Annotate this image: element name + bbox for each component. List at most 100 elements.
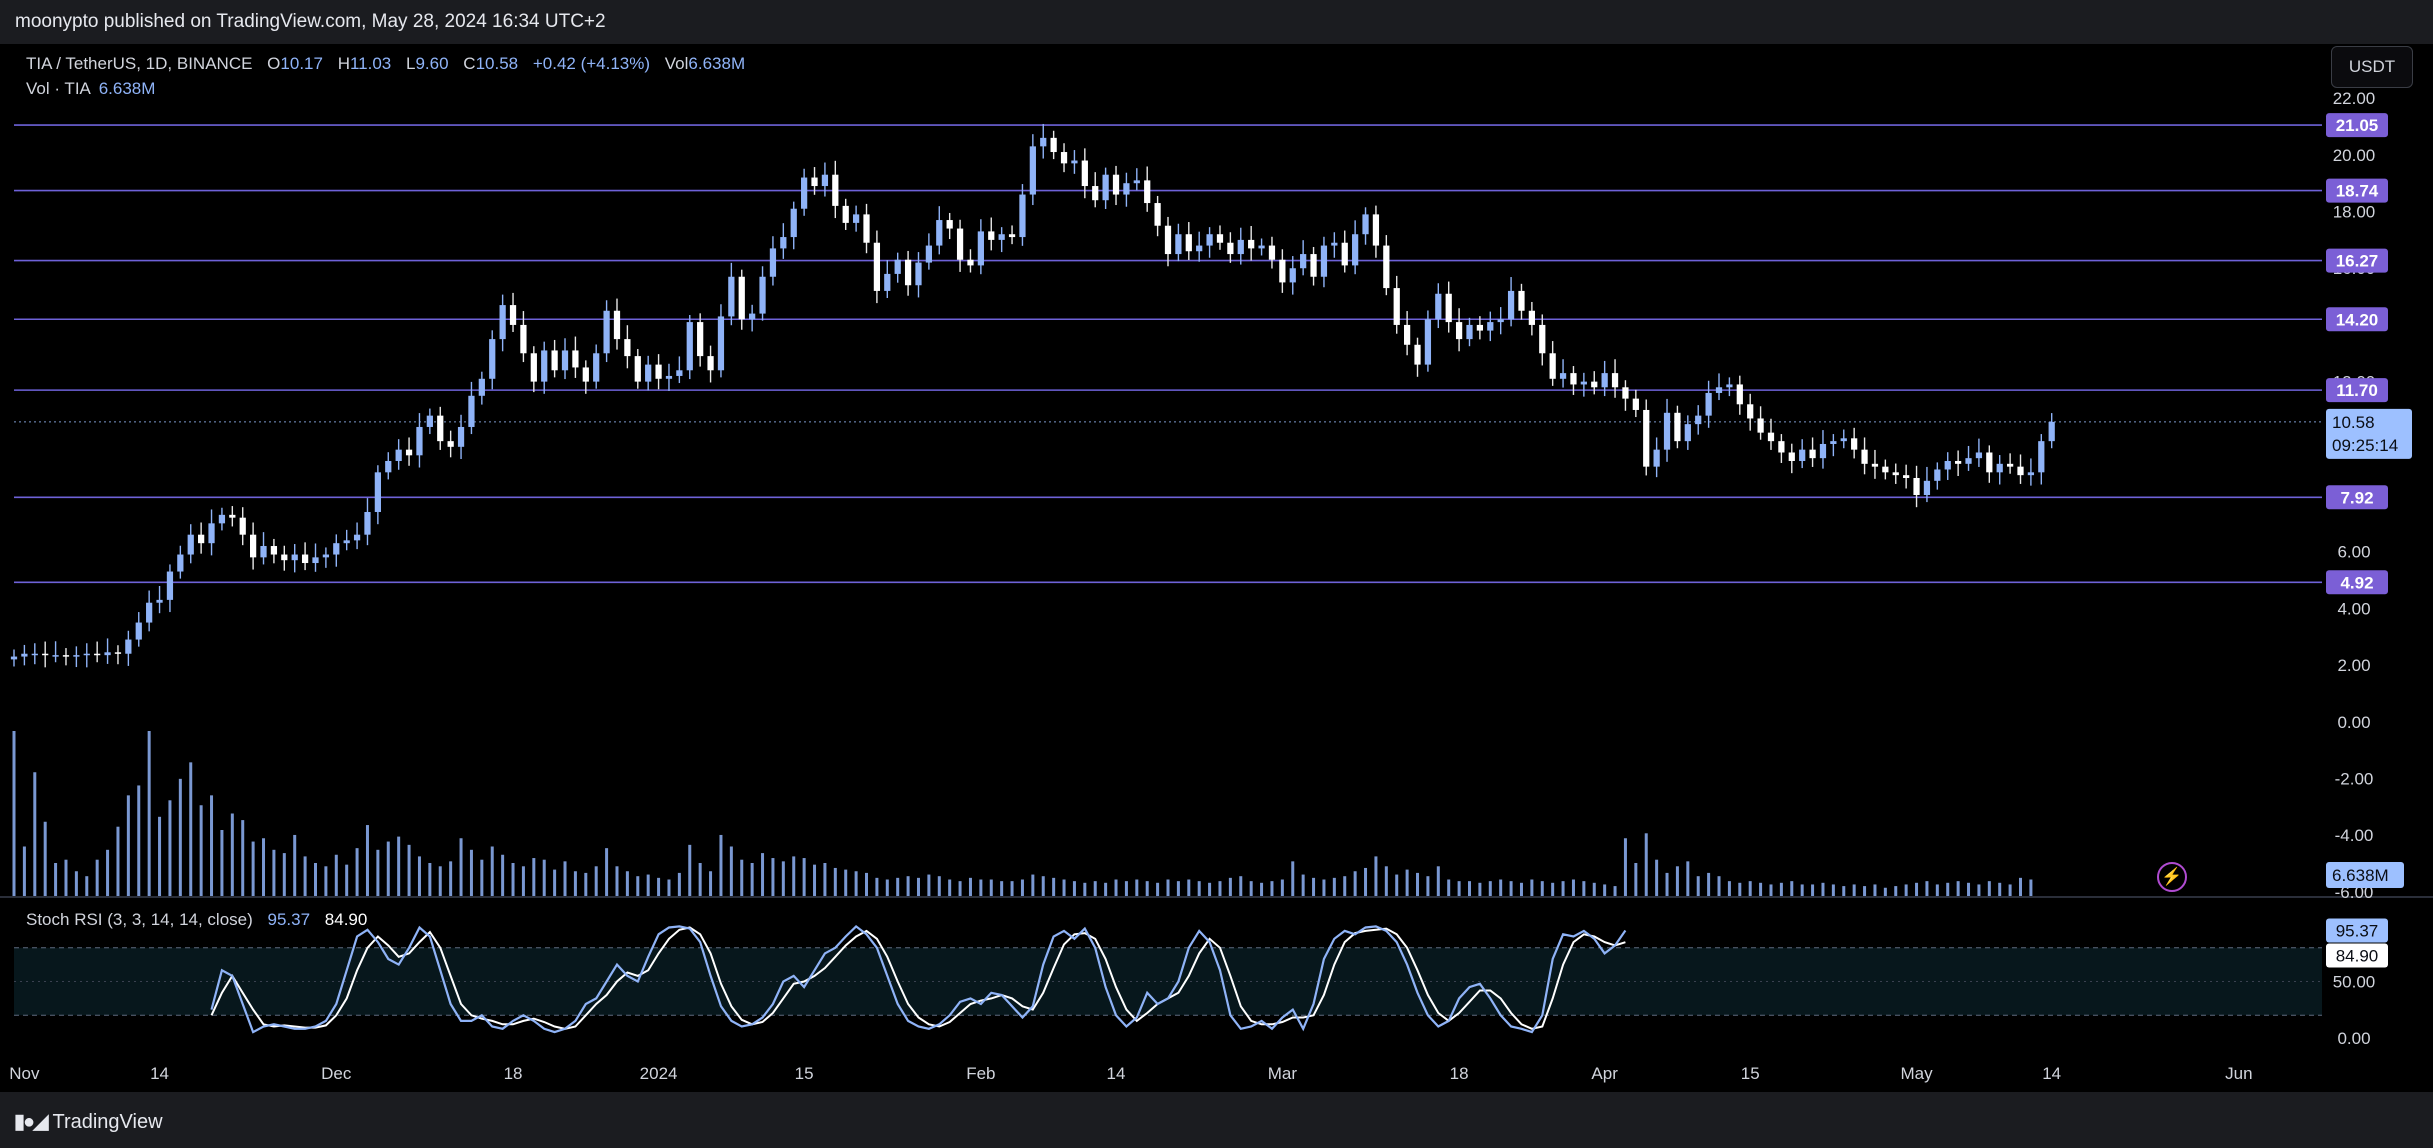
candle-body [749,313,756,320]
volume-bar [1696,876,1700,896]
volume-bar [272,849,276,896]
candle-body [1882,466,1889,473]
chart-canvas[interactable]: 22.0020.0018.0016.0014.0012.0010.008.006… [0,44,2433,1092]
level-price-tag: 16.27 [2326,248,2388,273]
candle [1362,207,1369,245]
candle-body [842,205,849,223]
candle [1341,230,1348,273]
candle [1279,249,1286,293]
candle [2027,458,2035,486]
volume-bar [199,805,203,896]
currency-button[interactable]: USDT [2331,46,2413,88]
candle-body [489,339,496,379]
volume-bar [1426,876,1430,896]
candle [665,363,673,391]
candle-body [1913,477,1920,495]
volume-bar [54,863,58,896]
candle-body [1715,387,1723,393]
volume-bar [1364,867,1368,896]
candle [593,344,600,389]
volume-bar [262,838,266,896]
volume-bar [916,877,920,896]
volume-bar [875,877,879,896]
candle-body [988,231,995,240]
candle [582,360,589,394]
candle-body [1591,381,1598,388]
volume-bar [521,866,525,896]
volume-bar [1790,881,1794,896]
published-by-text: moonypto published on TradingView.com, M… [15,11,606,32]
volume-bar [1977,884,1981,896]
candle-body [1757,418,1764,433]
volume-bar [459,838,463,896]
volume-bar [1031,874,1035,896]
volume-bar [1686,861,1690,896]
candle [1986,445,1993,483]
candle-body [1809,449,1816,459]
candle-body [447,441,454,447]
candle-body [1528,310,1535,325]
candle-body [52,655,59,657]
volume-bar [2008,884,2012,896]
volume-bar [1831,884,1835,896]
volume-bar [428,863,432,896]
candle-body [1258,245,1265,249]
volume-bar [1759,882,1763,896]
level-tag-bg [2326,307,2388,332]
volume-bar [1447,879,1451,896]
candle-body [468,395,475,427]
volume-bar [1124,881,1128,896]
candle-body [104,652,111,656]
candle-body [301,554,309,564]
candle-body [769,248,777,277]
volume-bar [1883,887,1887,896]
candle-body [728,276,735,317]
volume-bar [1280,879,1284,896]
candle [738,269,745,330]
candle [125,630,132,666]
candle-body [1965,458,1972,464]
candle [790,201,797,250]
tradingview-logo[interactable]: ▮●◢ TradingView [14,1109,163,1134]
close-value: 10.58 [475,54,519,73]
chart-panel[interactable]: 22.0020.0018.0016.0014.0012.0010.008.006… [0,44,2433,1092]
candle [62,648,70,666]
candle-body [1747,404,1754,419]
candle [405,437,413,466]
candle-body [426,415,433,427]
volume-bar [1052,877,1056,896]
stoch-d-tag-label: 84.90 [2336,946,2379,965]
candle [73,646,80,668]
candle-body [1206,234,1213,246]
candle-body [1622,387,1629,399]
candle-body [561,350,569,371]
candle-body [478,378,485,396]
volume-bar [1894,886,1898,896]
candle-body [1414,344,1421,365]
candle [281,545,288,571]
time-tick-label: Nov [9,1064,40,1083]
candle [1674,405,1681,449]
candle [1757,406,1764,440]
candle-body [801,177,808,209]
volume-bar [1416,872,1420,896]
volume-bar [989,879,993,896]
lightning-alert-icon[interactable]: ⚡ [2157,862,2187,892]
volume-bar [709,871,713,896]
volume-bar [324,866,328,896]
candle [1248,226,1255,261]
candle [2038,434,2045,485]
candle-body [21,653,28,657]
volume-bar [1187,879,1191,896]
candle-body [967,259,974,266]
candle-body [1653,449,1660,467]
candle-body [1487,322,1494,331]
price-tick-label: 2.00 [2337,656,2370,675]
candle [1705,380,1712,428]
candle [1944,452,1951,480]
candle [1684,415,1691,450]
volume-bar [355,848,359,896]
price-tick-label: 4.00 [2337,599,2370,618]
volume-bar [937,876,941,896]
candle-body [738,276,745,320]
